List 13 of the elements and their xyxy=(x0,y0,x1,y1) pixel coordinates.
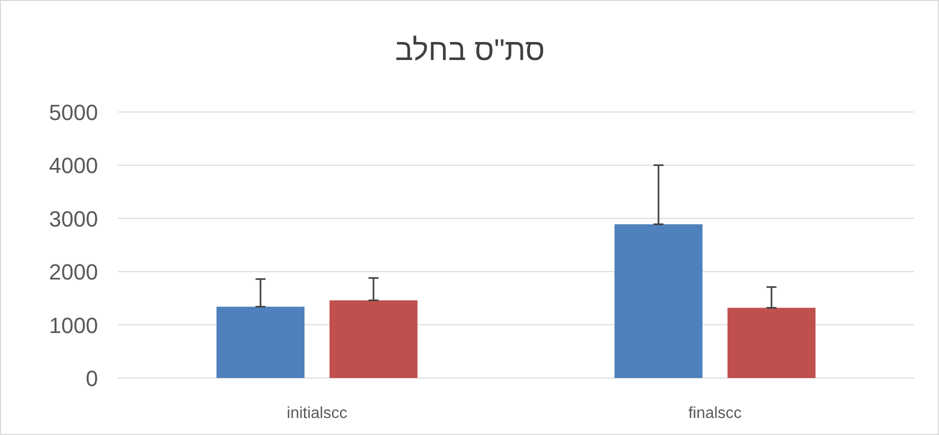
bar xyxy=(216,306,304,378)
bar xyxy=(330,300,418,378)
x-tick-label: finalscc xyxy=(688,405,742,422)
bar xyxy=(614,224,702,378)
y-tick-label: 3000 xyxy=(49,206,98,232)
y-tick-label: 0 xyxy=(86,366,98,391)
y-tick-label: 1000 xyxy=(49,312,98,338)
y-tick-label: 2000 xyxy=(49,260,98,285)
y-tick-label: 5000 xyxy=(49,100,98,125)
x-tick-label: initialscc xyxy=(286,405,348,422)
chart-title: סת"ס בחלב xyxy=(395,34,545,67)
y-tick-label: 4000 xyxy=(49,153,98,178)
bar xyxy=(728,308,816,378)
